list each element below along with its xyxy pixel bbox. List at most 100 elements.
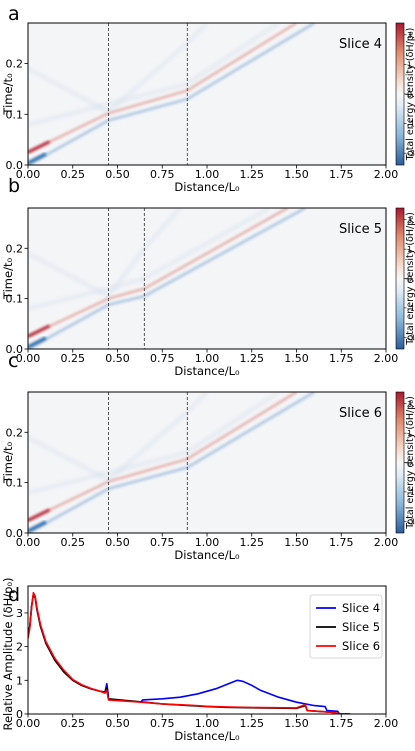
x-tick-label: 0.00 (16, 168, 41, 181)
colorbar-label: Total energy density (δH/p₀) (405, 212, 415, 346)
y-tick-label: 0.0 (6, 159, 24, 172)
x-tick-label: 0.25 (61, 717, 86, 730)
x-tick-label: 0.00 (16, 717, 41, 730)
x-tick-label: 2.00 (374, 352, 399, 365)
y-tick-label: 0.1 (6, 293, 24, 306)
x-tick-label: 0.75 (150, 352, 175, 365)
y-tick-label: 0 (16, 708, 23, 721)
colorbar-tick-label: 0.0 (407, 459, 415, 468)
panel-letter: c (8, 350, 18, 372)
series-line-slice-4 (28, 593, 110, 697)
x-tick-label: 1.25 (240, 717, 265, 730)
legend: Slice 4 Slice 5 Slice 6 (309, 594, 383, 659)
x-tick-label: 0.75 (150, 168, 175, 181)
x-tick-label: 1.75 (329, 536, 354, 549)
wavefront-source-positive (28, 508, 51, 522)
colorbar-gradient (395, 22, 405, 166)
x-tick-label: 1.75 (329, 168, 354, 181)
colorbar-tick-label: -1.5 (407, 120, 415, 129)
wavefront-source-negative (28, 520, 47, 533)
wavefront-source-positive (28, 324, 51, 338)
panel-letter: a (8, 3, 20, 25)
x-tick-label: 1.00 (195, 168, 220, 181)
heatmap-field (28, 208, 307, 349)
wavefront-source-negative (28, 152, 47, 165)
wavefront-negative (28, 23, 316, 165)
colorbar-tick-label: 1.5 (407, 245, 415, 254)
x-tick-label: 1.50 (284, 168, 309, 181)
colorbar-tick-label: -3.0 (407, 333, 415, 342)
slice-annotation: Slice 4 (339, 37, 382, 52)
colorbar-tick-label: -3.0 (407, 149, 415, 158)
x-tick-label: 1.25 (240, 168, 265, 181)
panel-letter: d (8, 584, 20, 606)
y-tick-label: 0.2 (6, 58, 24, 71)
x-tick-label: 0.00 (16, 536, 41, 549)
colorbar-tick-label: -1.5 (407, 304, 415, 313)
x-tick-label: 1.00 (195, 717, 220, 730)
wavefront-faint (28, 392, 280, 495)
wavefront-source-negative (28, 336, 47, 349)
x-tick-label: 0.25 (61, 352, 86, 365)
slice-annotation: Slice 5 (339, 222, 382, 237)
colorbar-tick-label: 3.0 (407, 31, 415, 40)
heatmap-panel-c: 0.00 0.25 0.50 0.75 1.00 1.25 1.50 1.75 2.000.00… (1, 350, 415, 562)
y-tick-label: 2 (16, 641, 23, 654)
x-tick-label: 0.00 (16, 352, 41, 365)
x-tick-label: 1.00 (195, 536, 220, 549)
colorbar-label: Total energy density (δH/p₀) (405, 28, 415, 162)
heatmap-background (28, 392, 386, 533)
y-tick-label: 0.1 (6, 108, 24, 121)
x-tick-label: 0.50 (105, 352, 130, 365)
x-tick-label: 1.25 (240, 352, 265, 365)
series-line-slice-6 (28, 591, 351, 714)
x-tick-label: 1.75 (329, 717, 354, 730)
series-line-slice-4 (140, 679, 351, 714)
y-tick-label: 3 (16, 607, 23, 620)
x-tick-label: 1.50 (284, 352, 309, 365)
heatmap-background (28, 208, 386, 349)
panel-letter: b (8, 175, 20, 197)
wavefront-positive (28, 392, 298, 522)
x-tick-label: 0.75 (150, 717, 175, 730)
x-tick-label: 1.50 (284, 536, 309, 549)
x-tick-label: 0.75 (150, 536, 175, 549)
wavefront-negative (28, 208, 307, 349)
colorbar-tick-label: 0.0 (407, 275, 415, 284)
legend-entry: Slice 6 (342, 639, 380, 653)
colorbar: 3.0 1.5 0.0 -1.5 -3.0Total energy density (δ… (395, 391, 415, 534)
x-tick-label: 1.25 (240, 536, 265, 549)
wavefront-faint (28, 208, 271, 311)
colorbar-gradient (395, 391, 405, 534)
wavefront-negative (28, 392, 316, 533)
y-tick-label: 0.0 (6, 527, 24, 540)
x-tick-label: 1.75 (329, 352, 354, 365)
x-tick-label: 0.25 (61, 168, 86, 181)
wavefront-source-positive (28, 140, 51, 154)
wavefront-faint (28, 23, 209, 114)
legend-entry: Slice 4 (342, 601, 380, 615)
x-tick-label: 0.50 (105, 536, 130, 549)
x-axis-label: Distance/L₀ (174, 364, 240, 378)
legend-entry: Slice 5 (342, 620, 380, 634)
colorbar-tick-label: 0.0 (407, 90, 415, 99)
colorbar: 3.0 1.5 0.0 -1.5 -3.0Total energy density (δ… (395, 207, 415, 350)
x-tick-label: 2.00 (374, 168, 399, 181)
x-axis-label: Distance/L₀ (174, 729, 240, 743)
wavefront-positive (28, 208, 289, 338)
y-tick-label: 0.2 (6, 426, 24, 439)
x-tick-label: 1.50 (284, 717, 309, 730)
y-tick-label: 1 (16, 674, 23, 687)
heatmap-panel-a: 0.00 0.25 0.50 0.75 1.00 1.25 1.50 1.75 2.00 0.0 0… (1, 3, 415, 194)
x-tick-label: 0.25 (61, 536, 86, 549)
y-axis-label: Relative Amplitude (δH/p₀) (1, 577, 15, 730)
colorbar-tick-label: 3.0 (407, 400, 415, 409)
y-tick-label: 0.1 (6, 477, 24, 490)
colorbar-tick-label: -1.5 (407, 488, 415, 497)
line-series-group (28, 591, 351, 714)
heatmap-field (28, 392, 316, 533)
heatmap-panel-b: 0.00 0.25 0.50 0.75 1.00 1.25 1.50 1.75 2.00 0.0 0… (1, 175, 415, 378)
x-tick-label: 2.00 (374, 536, 399, 549)
heatmap-field (28, 23, 316, 165)
